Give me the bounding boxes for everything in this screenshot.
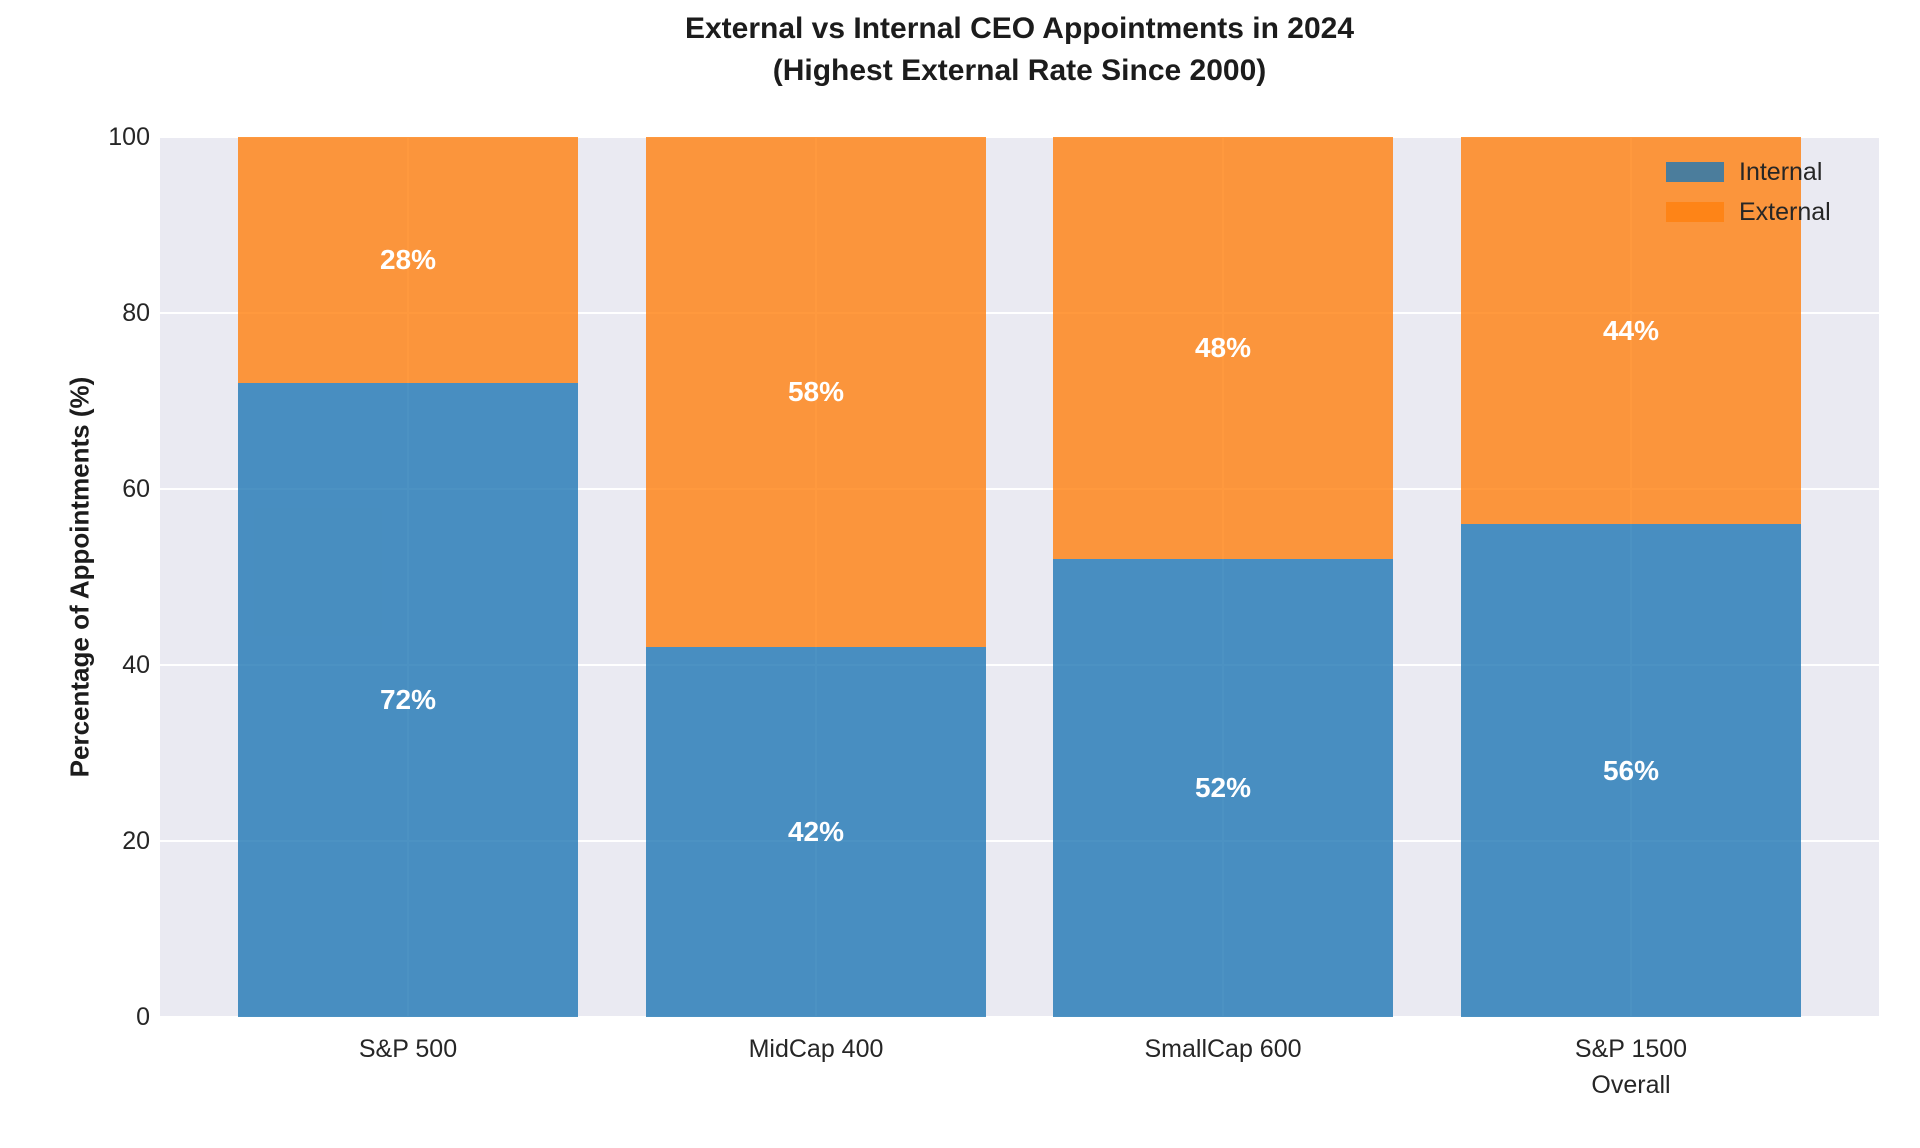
legend-item-internal: Internal: [1666, 157, 1831, 187]
bar-label-external: 44%: [1602, 315, 1660, 346]
bar-segment-internal: [1461, 524, 1801, 1017]
x-tick-label: S&P 500: [358, 1035, 458, 1063]
h-gridline: [160, 664, 1879, 666]
x-tick-label: S&P 1500 Overall: [1574, 1035, 1688, 1099]
bar-label-internal: 52%: [1194, 772, 1252, 803]
bar-label-external: 48%: [1194, 332, 1252, 363]
y-tick-label: 20: [122, 827, 150, 855]
bar-label-internal: 56%: [1602, 755, 1660, 786]
legend-swatch-external-icon: [1666, 202, 1724, 222]
bar-segment-internal: [646, 647, 986, 1017]
bar-label-internal: 72%: [379, 684, 437, 715]
bar-segment-external: [1461, 137, 1801, 524]
x-tick-label: MidCap 400: [748, 1035, 884, 1063]
chart-title: External vs Internal CEO Appointments in…: [160, 8, 1879, 92]
bar-segment-external: [646, 137, 986, 647]
legend-swatch-internal-icon: [1666, 162, 1724, 182]
h-gridline: [160, 1016, 1879, 1017]
bar-segment-external: [238, 137, 578, 383]
bar-label-internal: 42%: [787, 816, 845, 847]
x-axis-ticks: S&P 500 MidCap 400 SmallCap 600 S&P 1500 Ov…: [160, 1017, 1879, 1127]
y-tick-label: 0: [136, 1003, 150, 1031]
chart-title-line1: External vs Internal CEO Appointments in…: [684, 12, 1355, 45]
y-axis-ticks: 0 20 40 60 80 100: [0, 123, 150, 1031]
chart-title-line2: (Highest External Rate Since 2000): [772, 54, 1267, 87]
legend-item-external: External: [1666, 197, 1831, 227]
legend-label-internal: Internal: [1739, 158, 1823, 186]
h-gridline: [160, 137, 1879, 138]
bar-segment-internal: [1053, 559, 1393, 1017]
h-gridline: [160, 312, 1879, 314]
bar-segment-external: [1053, 137, 1393, 559]
x-tick-label: SmallCap 600: [1144, 1035, 1302, 1063]
y-tick-label: 100: [108, 123, 150, 151]
y-tick-label: 80: [122, 299, 150, 327]
bar-label-external: 28%: [379, 244, 437, 275]
bar-segment-internal: [238, 383, 578, 1017]
y-tick-label: 40: [122, 651, 150, 679]
legend-label-external: External: [1739, 198, 1831, 226]
y-tick-label: 60: [122, 475, 150, 503]
h-gridline: [160, 488, 1879, 490]
legend: Internal External: [1666, 157, 1831, 227]
plot-area: 72% 28% 42% 58% 52% 48% 56% 44% Internal Extern…: [160, 137, 1879, 1017]
h-gridline: [160, 840, 1879, 842]
bar-label-external: 58%: [787, 376, 845, 407]
